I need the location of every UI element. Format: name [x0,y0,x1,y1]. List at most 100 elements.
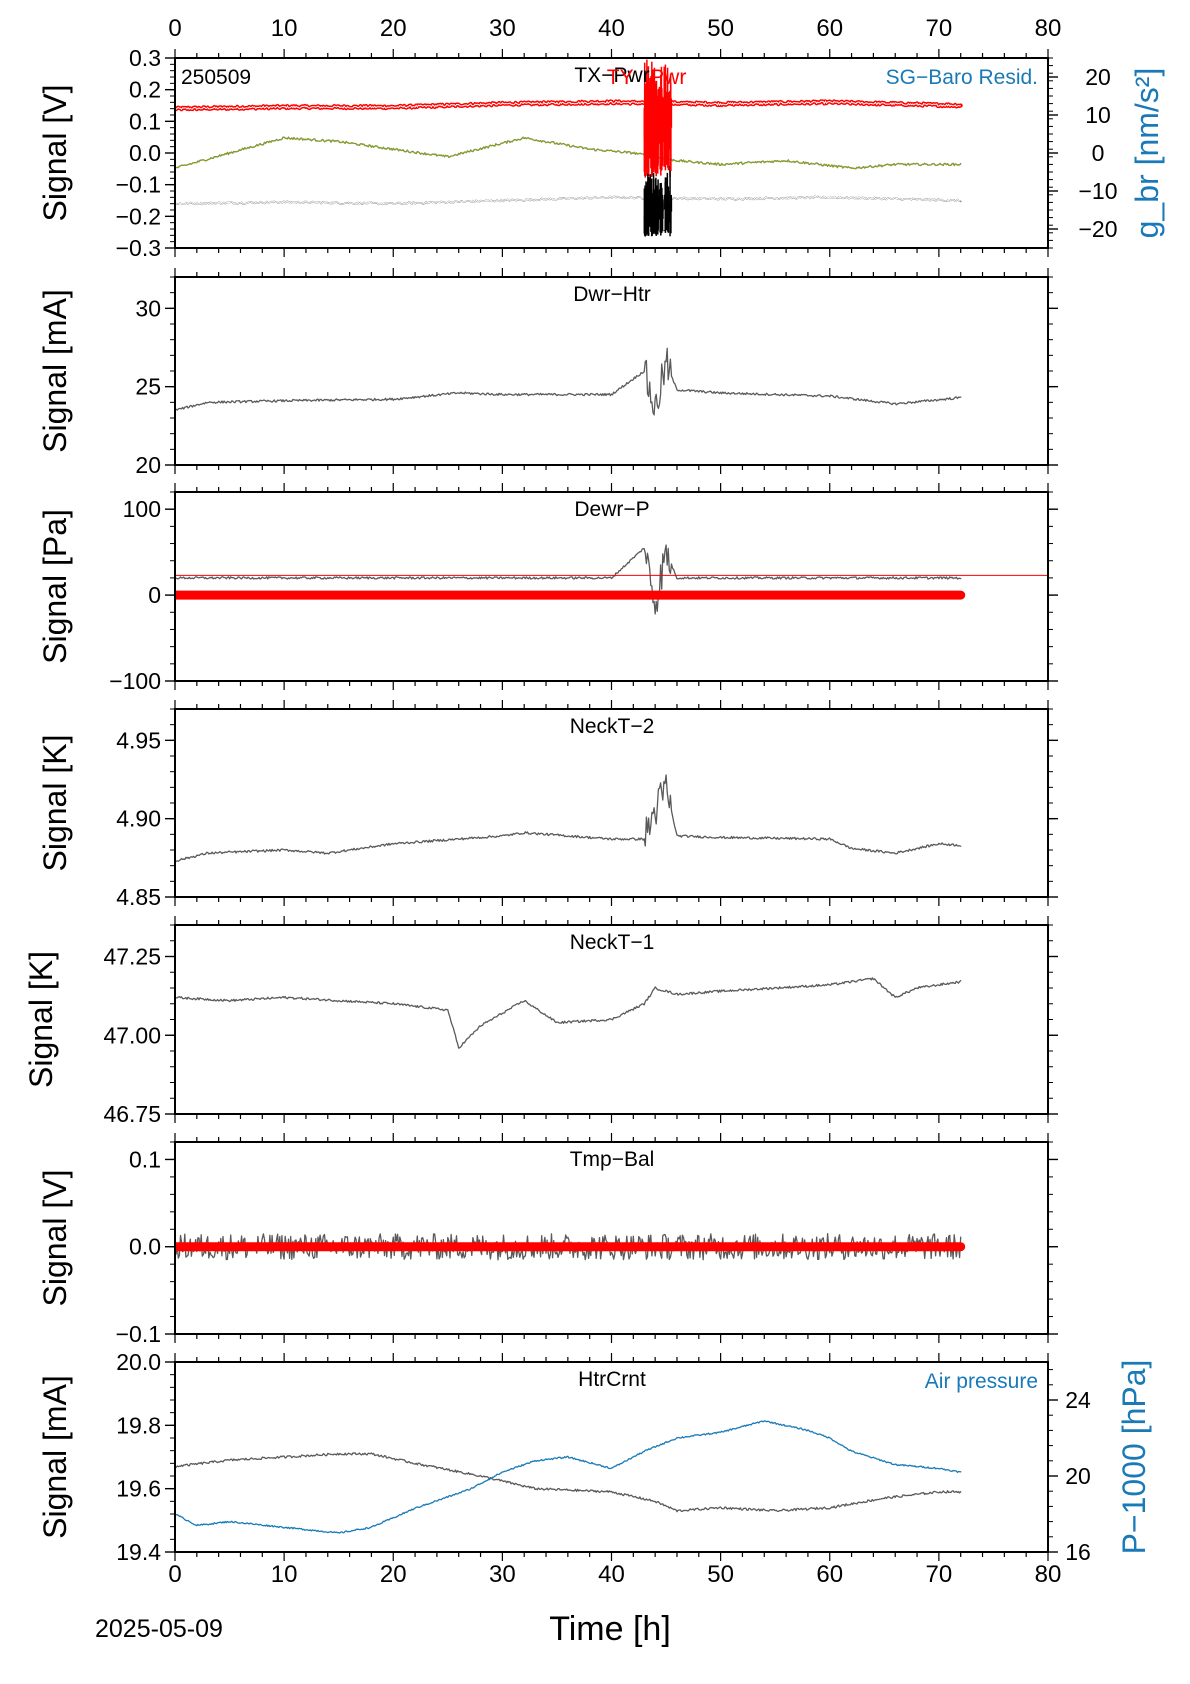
x-tick-label-bottom: 40 [598,1561,625,1588]
plot-area [175,1420,962,1534]
y-tick-label: −0.1 [116,1321,161,1347]
y-tick-label: 46.75 [103,1101,161,1127]
y-tick-label: 0.0 [129,1234,161,1260]
y-tick-label: 47.00 [103,1022,161,1048]
y-tick-label: 47.25 [103,944,161,970]
series-line-1 [175,1452,962,1513]
panel-2: 20 25 30 Signal [mA] Dwr−Htr [37,268,1058,478]
panel-6: −0.1 0.0 0.1 Signal [V] Tmp−Bal [37,1133,1058,1347]
plot-area [175,1233,966,1261]
panel-title: Dewr−P [574,498,649,521]
station-id: 250509 [181,66,251,89]
x-tick-label-bottom: 80 [1035,1561,1062,1588]
y-axis-label: Signal [mA] [37,289,73,453]
panel-3: −100 0 100 Signal [Pa] Dewr−P [37,483,1058,694]
right-y-tick-label: −10 [1078,178,1117,204]
series-line-2 [175,1420,962,1534]
panel-1: −0.3 −0.2 −0.1 0.0 0.1 0.2 0.3 Signal [V] TX−Pwr… [37,45,1165,261]
fit-line [175,136,962,170]
y-tick-label: 100 [123,496,161,522]
y-axis-label: Signal [K] [23,951,59,1088]
y-tick-label: 0.1 [129,1146,161,1172]
x-tick-label-top: 60 [816,15,843,42]
series-line-1 [175,977,962,1049]
x-tick-label-bottom: 50 [707,1561,734,1588]
y-tick-label: 0.1 [129,108,161,134]
y-tick-label: 19.8 [116,1412,161,1438]
date-label: 2025-05-09 [95,1615,223,1643]
plot-area [175,544,1048,615]
series-line-1 [175,347,962,416]
y-axis-label: Signal [K] [37,735,73,872]
y-axis-label: Signal [Pa] [37,509,73,664]
x-tick-label-top: 20 [380,15,407,42]
right-y-tick-label: 10 [1085,102,1111,128]
y-tick-label: 4.90 [116,806,161,832]
x-tick-label-top: 40 [598,15,625,42]
y-axis-label: Signal [V] [37,85,73,222]
x-tick-label-top: 30 [489,15,516,42]
y-tick-label: 0 [148,582,161,608]
panel-5: 46.75 47.00 47.25 Signal [K] NeckT−1 [23,916,1058,1127]
x-tick-label-top: 70 [926,15,953,42]
x-tick-label-top: 50 [707,15,734,42]
panel-title: Tmp−Bal [570,1148,655,1171]
panel-4: 4.85 4.90 4.95 Signal [K] NeckT−2 [37,700,1058,910]
right-axis-legend: SG−Baro Resid. [886,66,1038,89]
right-y-tick-label: 20 [1085,64,1111,90]
x-tick-label-top: 0 [168,15,181,42]
y-tick-label: 0.3 [129,45,161,71]
y-axis-label: Signal [V] [37,1170,73,1307]
x-tick-label-bottom: 60 [816,1561,843,1588]
series-line-3 [175,136,962,170]
y-tick-label: −0.2 [116,203,161,229]
y-tick-label: 19.4 [116,1539,161,1565]
overlay-label: TY [607,66,634,89]
series-centerline [175,100,961,111]
panel-title: TX−Pwr [574,64,649,87]
series-line-1 [175,774,962,863]
series-line-1 [175,544,962,615]
panel-title: HtrCrnt [578,1368,646,1391]
x-axis-label: Time [h] [549,1610,671,1648]
plot-area [175,347,962,416]
right-y-tick-label: 24 [1065,1387,1091,1413]
x-tick-label-bottom: 70 [926,1561,953,1588]
y-tick-label: 19.6 [116,1476,161,1502]
y-tick-label: 30 [135,295,161,321]
x-tick-label-bottom: 0 [168,1561,181,1588]
plot-area [175,774,962,863]
y-tick-label: 25 [135,374,161,400]
right-y-tick-label: 20 [1065,1463,1091,1489]
series-line-1 [175,1233,962,1261]
panel-title: Dwr−Htr [573,283,651,306]
x-tick-label-top: 10 [271,15,298,42]
y-tick-label: −100 [109,668,161,694]
right-y-tick-label: 16 [1065,1539,1091,1565]
series-centerline [175,195,962,206]
y-tick-label: 4.95 [116,727,161,753]
panel-title: NeckT−1 [570,931,655,954]
y-axis-label: Signal [mA] [37,1375,73,1539]
x-tick-label-top: 80 [1035,15,1062,42]
y-tick-label: 20 [135,452,161,478]
right-axis-label: g_br [nm/s²] [1129,68,1165,239]
y-tick-label: 0.0 [129,140,161,166]
x-tick-label-bottom: 20 [380,1561,407,1588]
y-tick-label: −0.1 [116,172,161,198]
y-tick-label: 4.85 [116,884,161,910]
overlay-label: Pwr [650,66,686,89]
y-tick-label: 20.0 [116,1349,161,1375]
y-tick-label: −0.3 [116,235,161,261]
right-y-tick-label: −20 [1078,216,1117,242]
x-tick-label-bottom: 10 [271,1561,298,1588]
x-tick-label-bottom: 30 [489,1561,516,1588]
right-y-tick-label: 0 [1092,140,1105,166]
plot-area [175,59,963,237]
right-axis-label: P−1000 [hPa] [1116,1360,1152,1555]
panel-7: 19.4 19.6 19.8 20.0 Signal [mA] HtrCrnt 16 20 24… [37,1349,1152,1565]
panel-title: NeckT−2 [570,715,655,738]
right-axis-legend: Air pressure [925,1370,1038,1393]
plot-area [175,977,962,1049]
